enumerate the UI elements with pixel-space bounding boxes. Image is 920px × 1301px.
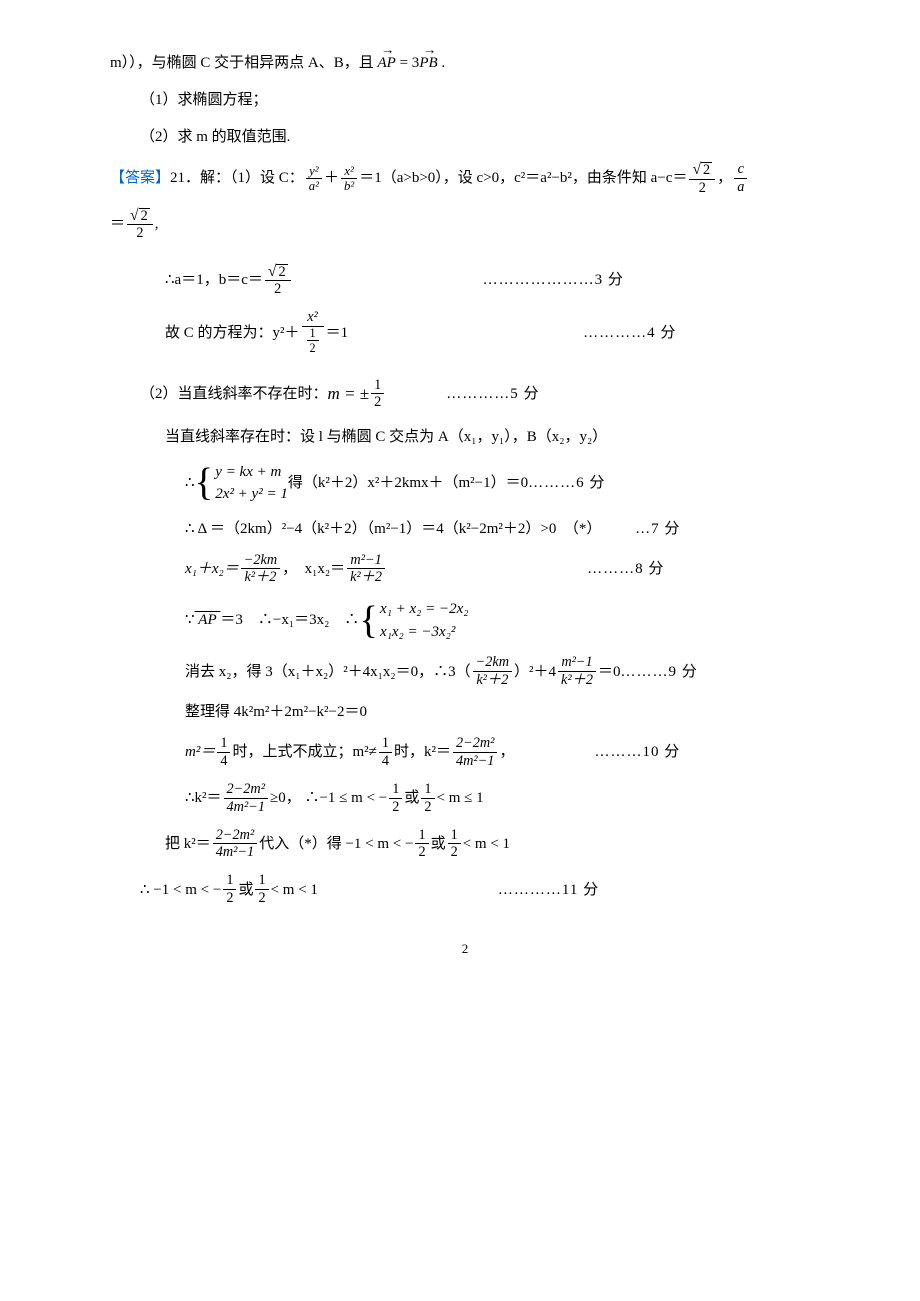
brace-icon: { [195,467,214,498]
frac-y2a2: y²a² [306,164,322,194]
points-8: ………8 分 [587,556,664,583]
answer-line-1: 【答案】 21．解：（1）设 C： y²a²＋x²b² ＝1（a>b>0），设 … [110,161,820,197]
vector-ap: AP [378,50,396,77]
frac-sqrt2-2-a: √22 [689,161,715,197]
step-ap: ∵ AP ＝3 ∴−x₁＝3x₂ ∴ { x₁ + x₂ = −2x₂ x₁x₂… [110,598,820,643]
step-8: x₁＋x₂＝ −2kmk²＋2 ， x₁x₂＝ m²−1k²＋2 ………8 分 [110,553,820,587]
problem-intro: m）），与椭圆 C 交于相异两点 A、B，且 AP = 3PB . [110,50,820,77]
step-substitute: 把 k²＝ 2−2m²4m²−1 代入（*）得 −1 < m < − 12 或 … [110,828,820,862]
step-3: ∴a＝1，b＝c＝ √22 …………………3 分 [110,263,820,299]
overline-ap: AP [195,607,221,634]
question-2: （2）求 m 的取值范围. [110,124,820,151]
points-3: …………………3 分 [483,267,624,294]
page-number: 2 [110,937,820,960]
answer-label: 【答案】 [110,165,170,192]
step-6a: 当直线斜率存在时：设 l 与椭圆 C 交点为 A（x₁，y₁），B（x₂，y₂） [110,424,820,451]
step-10b: m²＝ 14 时，上式不成立；m²≠ 14 时，k²＝ 2−2m²4m²−1 ，… [110,736,820,770]
step-9: 消去 x₂，得 3（x₁＋x₂）²＋4x₁x₂＝0，∴3（ −2kmk²＋2 ）… [110,655,820,689]
eq-sqrt2-2: ＝ √22, [110,207,820,243]
step-10a: 整理得 4k²m²＋2m²−k²−2＝0 [110,699,820,726]
points-11: …………11 分 [498,877,599,904]
question-1: （1）求椭圆方程； [110,87,820,114]
step-4: 故 C 的方程为：y²＋ x²12 ＝1 …………4 分 [110,310,820,356]
frac-x2b2: x²b² [341,164,357,194]
step-5: （2）当直线斜率不存在时： m = ± 12 …………5 分 [110,378,820,412]
page-content: m）），与椭圆 C 交于相异两点 A、B，且 AP = 3PB . （1）求椭圆… [0,0,920,991]
frac-c-a: ca [734,162,747,196]
points-6: ………6 分 [528,470,605,497]
step-k2-ge0: ∴k²＝ 2−2m²4m²−1 ≥0， ∴−1 ≤ m < − 12 或 12 … [110,782,820,816]
vector-pb: PB [419,50,437,77]
brace-icon: { [359,605,378,636]
points-4: …………4 分 [583,320,676,347]
step-7: ∴ Δ ＝（2km）²−4（k²＋2）（m²−1）＝4（k²−2m²＋2）>0 … [110,516,820,543]
step-11: ∴ −1 < m < − 12 或 12 < m < 1 …………11 分 [110,873,820,907]
points-5: …………5 分 [446,381,539,408]
points-10: ………10 分 [594,739,680,766]
points-9: ………9 分 [621,659,698,686]
points-7: …7 分 [635,521,680,537]
step-6-system: ∴ { y = kx + m 2x² + y² = 1 得（k²＋2）x²＋2k… [110,461,820,506]
